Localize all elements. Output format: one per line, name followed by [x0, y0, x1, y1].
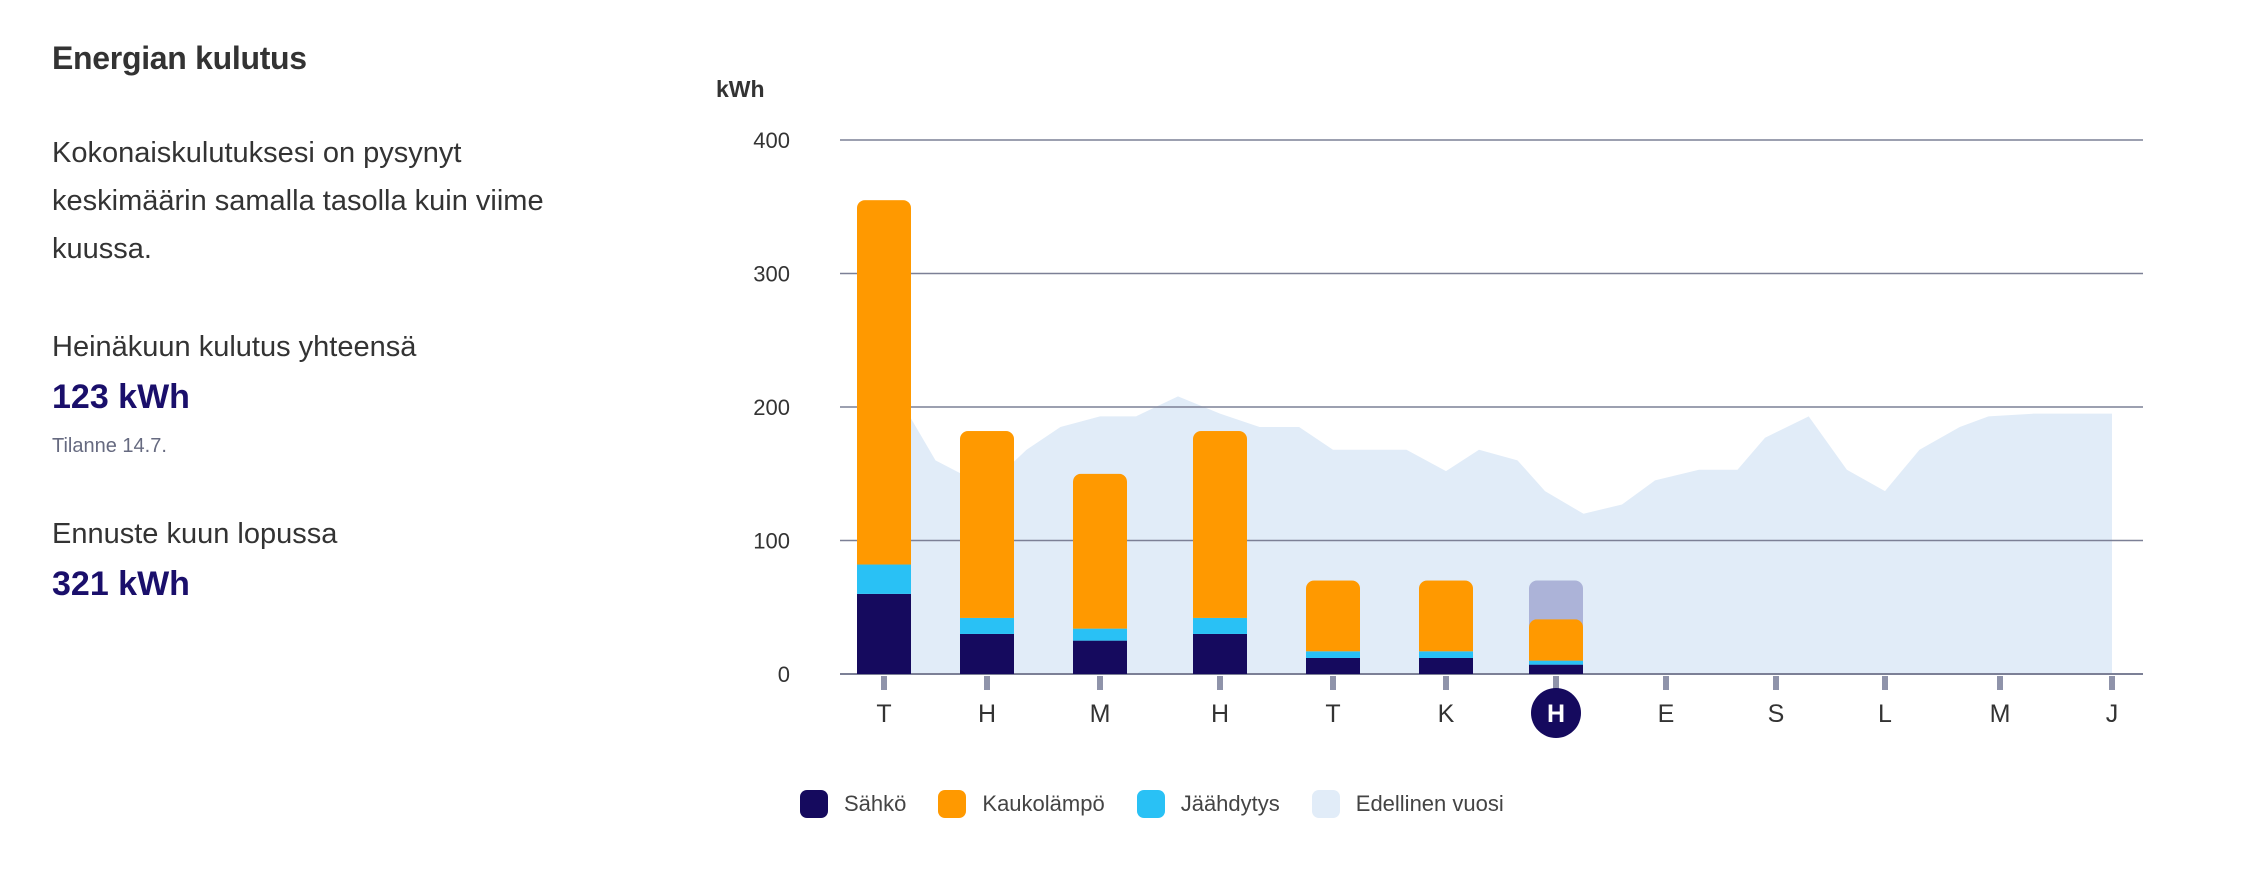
month-total-block: Heinäkuun kulutus yhteensä 123 kWh Tilan… [52, 331, 612, 458]
forecast-value: 321 kWh [52, 565, 190, 603]
bar-segment-kaukolampo [1073, 473, 1127, 629]
summary-panel: Energian kulutus Kokonaiskulutuksesi on … [52, 40, 612, 604]
current-month-highlight [1531, 688, 1581, 738]
bar-stack [1529, 619, 1583, 674]
bar-segment-kaukolampo [960, 431, 1014, 618]
bar-stack [1306, 580, 1360, 674]
legend-swatch-sahko [800, 790, 828, 818]
status-date: Tilanne 14.7. [52, 435, 167, 457]
x-tick-label: T [1325, 700, 1340, 728]
y-tick-label: 200 [753, 395, 790, 420]
bar-segment-sahko [1193, 633, 1247, 674]
x-tick-label: M [1990, 700, 2011, 728]
bar-stack [1073, 473, 1127, 674]
legend-label-sahko: Sähkö [844, 791, 907, 816]
x-tick-mark [1882, 676, 1888, 690]
y-tick-label: 300 [753, 262, 790, 287]
x-tick-mark [2109, 676, 2115, 690]
x-tick-mark [1773, 676, 1779, 690]
bar-segment-kaukolampo [1419, 580, 1473, 652]
bar-segment-jaahdytys [1193, 617, 1247, 634]
x-tick-mark [881, 676, 887, 690]
legend-item-kaukolampo: Kaukolämpö [938, 790, 1105, 818]
forecast-label: Ennuste kuun lopussa [52, 518, 338, 550]
bar-segment-sahko [1073, 640, 1127, 674]
y-tick-label: 0 [778, 662, 790, 687]
x-tick-mark [1997, 676, 2003, 690]
bar-segment-sahko [1306, 657, 1360, 674]
bar-stack [857, 200, 911, 674]
legend-label-kaukolampo: Kaukolämpö [982, 791, 1105, 816]
month-total-value: 123 kWh [52, 378, 190, 416]
legend-item-sahko: Sähkö [800, 790, 906, 818]
x-tick-mark [984, 676, 990, 690]
x-tick-label: H [1211, 700, 1229, 728]
bar-segment-jaahdytys [1419, 651, 1473, 658]
bar-segment-sahko [960, 633, 1014, 674]
x-tick-label: H [978, 700, 996, 728]
bar-segment-jaahdytys [1529, 660, 1583, 665]
x-tick-mark [1663, 676, 1669, 690]
y-axis-label: kWh [716, 76, 765, 102]
bar-segment-sahko [1529, 664, 1583, 674]
x-tick-mark [1443, 676, 1449, 690]
bar-segment-jaahdytys [1306, 651, 1360, 658]
legend-label-edellinen-vuosi: Edellinen vuosi [1355, 791, 1504, 816]
legend-swatch-kaukolampo [938, 790, 967, 818]
month-total-label: Heinäkuun kulutus yhteensä [52, 331, 417, 363]
x-tick-label: S [1768, 700, 1785, 728]
bar-segment-kaukolampo [1529, 619, 1583, 661]
legend-swatch-edellinen-vuosi [1311, 790, 1340, 818]
legend-swatch-jaahdytys [1136, 790, 1165, 818]
x-tick-label: L [1878, 700, 1892, 728]
legend-item-edellinen-vuosi: Edellinen vuosi [1311, 790, 1504, 818]
x-tick-label: J [2106, 700, 2119, 728]
x-tick-mark [1217, 676, 1223, 690]
legend-item-jaahdytys: Jäähdytys [1136, 790, 1280, 818]
chart-legend: Sähkö Kaukolämpö Jäähdytys Edellinen vuo… [800, 790, 1536, 818]
x-tick-mark [1330, 676, 1336, 690]
bar-segment-kaukolampo [1306, 580, 1360, 652]
x-tick-mark [1553, 676, 1559, 690]
forecast-block: Ennuste kuun lopussa 321 kWh [52, 518, 612, 604]
bar-segment-sahko [1419, 657, 1473, 674]
consumption-description: Kokonaiskulutuksesi on pysynyt keskimäär… [52, 137, 544, 265]
bar-stack [1419, 580, 1473, 674]
bar-stack [960, 431, 1014, 674]
x-tick-label: T [876, 700, 891, 728]
legend-label-jaahdytys: Jäähdytys [1180, 791, 1280, 816]
bar-segment-jaahdytys [960, 617, 1014, 634]
x-tick-mark [1097, 676, 1103, 690]
previous-year-area [868, 396, 2112, 674]
x-tick-label: E [1658, 700, 1675, 728]
bar-stack [1193, 431, 1247, 674]
bar-segment-kaukolampo [857, 200, 911, 565]
y-tick-label: 400 [753, 128, 790, 153]
page-title: Energian kulutus [52, 40, 307, 76]
bar-segment-jaahdytys [857, 564, 911, 594]
x-tick-label: H [1547, 700, 1565, 728]
x-tick-label: K [1438, 700, 1455, 728]
bar-segment-jaahdytys [1073, 628, 1127, 641]
bar-segment-kaukolampo [1193, 431, 1247, 618]
x-tick-label: M [1090, 700, 1111, 728]
y-tick-label: 100 [753, 529, 790, 554]
bar-segment-sahko [857, 593, 911, 674]
